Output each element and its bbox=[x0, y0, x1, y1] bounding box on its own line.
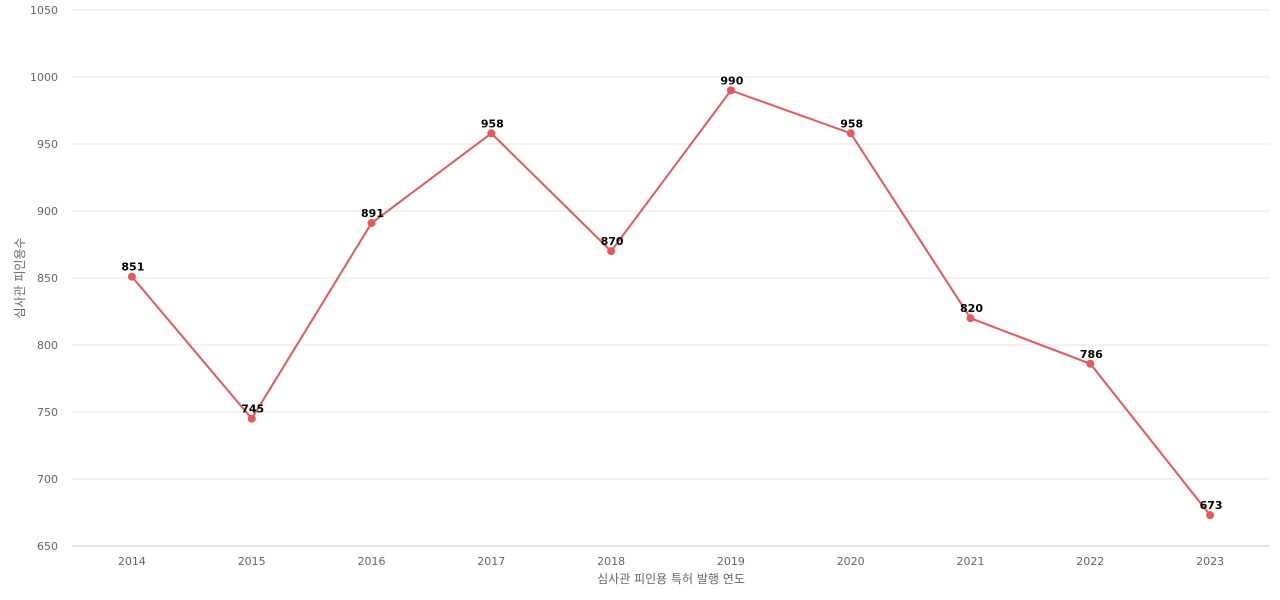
x-tick-label: 2020 bbox=[837, 555, 865, 568]
x-tick-label: 2019 bbox=[717, 555, 745, 568]
data-label: 745 bbox=[241, 403, 264, 416]
y-axis-title: 심사관 피인용수 bbox=[13, 237, 27, 318]
x-tick-label: 2015 bbox=[238, 555, 266, 568]
series-layer bbox=[127, 86, 1215, 520]
x-tick-label: 2017 bbox=[477, 555, 505, 568]
y-tick-label: 1000 bbox=[30, 71, 58, 84]
x-tick-label: 2016 bbox=[358, 555, 386, 568]
x-axis-title: 심사관 피인용 특허 발행 연도 bbox=[597, 571, 745, 586]
x-tick-label: 2014 bbox=[118, 555, 146, 568]
data-label: 786 bbox=[1080, 348, 1103, 361]
data-point[interactable] bbox=[1086, 359, 1095, 368]
y-tick-label: 700 bbox=[37, 473, 58, 486]
y-tick-label: 950 bbox=[37, 138, 58, 151]
x-tick-label: 2023 bbox=[1196, 555, 1224, 568]
y-axis-ticks: 650 700 750 800 850 900 950 1000 1050 bbox=[30, 4, 58, 553]
grid-lines bbox=[72, 9, 1270, 547]
data-label: 990 bbox=[720, 74, 743, 87]
data-label: 891 bbox=[361, 207, 384, 220]
x-tick-label: 2018 bbox=[597, 555, 625, 568]
data-point[interactable] bbox=[726, 86, 735, 95]
data-label: 851 bbox=[121, 261, 144, 274]
data-label: 870 bbox=[601, 235, 624, 248]
x-tick-label: 2022 bbox=[1076, 555, 1104, 568]
series-line bbox=[131, 89, 1211, 516]
data-point[interactable] bbox=[247, 414, 256, 423]
data-point[interactable] bbox=[966, 314, 975, 323]
y-tick-label: 750 bbox=[37, 406, 58, 419]
data-point[interactable] bbox=[1206, 511, 1215, 520]
data-label: 673 bbox=[1200, 499, 1223, 512]
data-point[interactable] bbox=[487, 129, 496, 138]
y-tick-label: 800 bbox=[37, 339, 58, 352]
y-tick-label: 900 bbox=[37, 205, 58, 218]
data-point[interactable] bbox=[367, 219, 376, 228]
data-labels: 851 745 891 958 870 990 958 820 786 673 bbox=[121, 74, 1222, 512]
data-point[interactable] bbox=[127, 272, 136, 281]
x-axis-ticks: 2014 2015 2016 2017 2018 2019 2020 2021 2022 2023 bbox=[118, 555, 1224, 568]
y-tick-label: 850 bbox=[37, 272, 58, 285]
data-label: 958 bbox=[840, 117, 863, 130]
data-point[interactable] bbox=[846, 129, 855, 138]
data-label: 820 bbox=[960, 302, 983, 315]
y-tick-label: 650 bbox=[37, 540, 58, 553]
data-point[interactable] bbox=[607, 247, 616, 256]
x-tick-label: 2021 bbox=[957, 555, 985, 568]
y-tick-label: 1050 bbox=[30, 4, 58, 17]
data-label: 958 bbox=[481, 117, 504, 130]
